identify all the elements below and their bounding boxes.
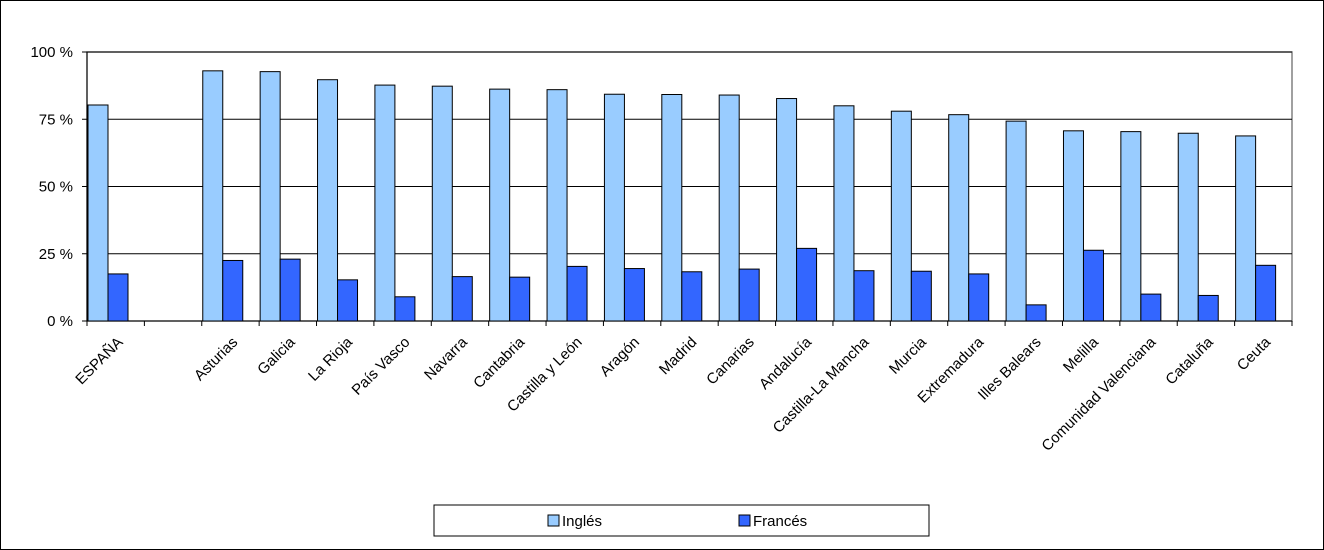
- legend-box: [433, 504, 930, 537]
- bar-ingles: [718, 94, 740, 322]
- bar-ingles: [489, 88, 511, 322]
- bar-ingles: [1120, 131, 1142, 322]
- bar-frances: [1255, 264, 1277, 322]
- x-category-label: Castilla-La Mancha: [770, 333, 873, 436]
- bar-ingles: [948, 114, 970, 322]
- bar-ingles: [776, 98, 798, 322]
- bar-frances: [107, 273, 129, 322]
- x-category-label: La Rioja: [305, 333, 356, 384]
- bar-ingles: [374, 84, 396, 322]
- bar-frances: [910, 270, 932, 322]
- bar-frances: [968, 273, 990, 322]
- bar-ingles: [317, 79, 339, 322]
- bar-ingles: [1062, 130, 1084, 322]
- x-category-label: Aragón: [597, 334, 643, 380]
- bar-frances: [394, 296, 416, 322]
- bar-frances: [451, 276, 473, 322]
- bar-frances: [1082, 249, 1104, 322]
- bar-frances: [1197, 294, 1219, 322]
- x-category-label: Comunidad Valenciana: [1038, 333, 1159, 454]
- bar-ingles: [833, 105, 855, 322]
- legend-swatch: [547, 514, 560, 527]
- legend: Inglés Francés: [433, 504, 930, 537]
- y-tick-label: 25 %: [39, 246, 73, 263]
- bar-ingles: [87, 104, 109, 322]
- bar-frances: [1140, 293, 1162, 322]
- bar-ingles: [1005, 120, 1027, 322]
- bar-frances: [509, 276, 531, 322]
- x-category-label: Melilla: [1060, 333, 1103, 376]
- legend-swatch: [738, 514, 751, 527]
- legend-label: Francés: [753, 513, 807, 530]
- bar-ingles: [1177, 132, 1199, 322]
- x-category-label: Ceuta: [1234, 333, 1275, 374]
- x-category-label: País Vasco: [349, 334, 414, 399]
- x-category-label: Madrid: [656, 334, 700, 378]
- x-category-label: Navarra: [421, 333, 471, 383]
- x-category-label: ESPAÑA: [72, 334, 126, 388]
- bars: [87, 70, 1277, 322]
- bar-frances: [623, 268, 645, 322]
- x-category-label: Galicia: [254, 333, 299, 378]
- bar-ingles: [546, 89, 568, 322]
- bar-ingles: [431, 85, 453, 322]
- bar-ingles: [259, 71, 281, 322]
- bar-ingles: [202, 70, 224, 322]
- bar-frances: [279, 258, 301, 322]
- y-tick-label: 0 %: [47, 313, 73, 330]
- bar-frances: [1025, 304, 1047, 322]
- bar-frances: [222, 259, 244, 322]
- bar-ingles: [603, 93, 625, 322]
- bar-ingles: [1235, 135, 1257, 322]
- y-tick-label: 100 %: [30, 44, 73, 61]
- bar-ingles: [661, 94, 683, 322]
- y-tick-label: 50 %: [39, 179, 73, 196]
- x-category-label: Canarias: [703, 334, 757, 388]
- bar-frances: [853, 270, 875, 322]
- x-category-label: Cantabria: [470, 333, 528, 391]
- x-category-label: Andalucía: [756, 333, 816, 393]
- x-category-label: Asturias: [191, 334, 241, 384]
- bar-frances: [796, 247, 818, 322]
- x-category-label: Cataluña: [1162, 333, 1217, 388]
- x-category-label: Murcia: [886, 333, 930, 377]
- bar-frances: [566, 265, 588, 322]
- y-tick-label: 75 %: [39, 111, 73, 128]
- legend-label: Inglés: [562, 513, 602, 530]
- bar-ingles: [890, 110, 912, 322]
- bar-frances: [337, 279, 359, 322]
- bar-frances: [681, 271, 703, 322]
- bar-frances: [738, 268, 760, 322]
- gridlines: [87, 51, 1292, 255]
